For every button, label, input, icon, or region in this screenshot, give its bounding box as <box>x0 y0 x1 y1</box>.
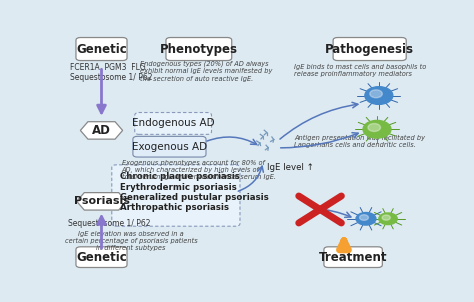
Text: IgE binds to mast cells and basophils to
release proinflammatory mediators: IgE binds to mast cells and basophils to… <box>294 64 427 77</box>
Text: Endogenous types (20%) of AD always
exhibit normal IgE levels manifested by
the : Endogenous types (20%) of AD always exhi… <box>140 61 273 82</box>
Circle shape <box>360 215 368 220</box>
FancyBboxPatch shape <box>324 247 383 268</box>
Circle shape <box>365 87 393 104</box>
Polygon shape <box>77 193 126 210</box>
FancyBboxPatch shape <box>135 113 211 134</box>
Circle shape <box>382 215 390 220</box>
Text: Psoriasis: Psoriasis <box>73 196 129 206</box>
Circle shape <box>356 213 376 225</box>
Text: Sequestosome 1/ P62: Sequestosome 1/ P62 <box>68 219 151 228</box>
Text: Chronic plaque psoriasis
Erythrodermic psoriasis
Generalized pustular psoriasis
: Chronic plaque psoriasis Erythrodermic p… <box>120 172 269 213</box>
Text: Endogenous AD: Endogenous AD <box>132 118 214 128</box>
Text: Treatment: Treatment <box>319 251 387 264</box>
Circle shape <box>379 213 397 225</box>
Text: IgE elevation was observed in a
certain percentage of psoriasis patients
in diff: IgE elevation was observed in a certain … <box>64 230 197 251</box>
Text: Exogenous AD: Exogenous AD <box>132 142 207 152</box>
FancyBboxPatch shape <box>76 247 127 268</box>
Circle shape <box>370 90 383 98</box>
Text: Phenotypes: Phenotypes <box>160 43 238 56</box>
FancyBboxPatch shape <box>133 136 206 157</box>
FancyBboxPatch shape <box>76 37 127 60</box>
Text: AD: AD <box>92 124 111 137</box>
Circle shape <box>368 124 381 131</box>
FancyBboxPatch shape <box>166 37 232 60</box>
Text: FCER1A  PGM3  FLG
Sequestosome 1/ P62: FCER1A PGM3 FLG Sequestosome 1/ P62 <box>70 63 153 82</box>
Polygon shape <box>81 122 123 139</box>
FancyBboxPatch shape <box>112 165 240 226</box>
Text: IgE level ↑: IgE level ↑ <box>267 163 314 172</box>
Text: Pathogenesis: Pathogenesis <box>325 43 414 56</box>
Text: Antigen presentation was facilitated by
Langerhans cells and dendritic cells.: Antigen presentation was facilitated by … <box>294 135 425 148</box>
FancyBboxPatch shape <box>333 37 406 60</box>
Text: Genetic: Genetic <box>76 251 127 264</box>
Text: Genetic: Genetic <box>76 43 127 56</box>
Circle shape <box>363 120 391 138</box>
Text: Exogenous phenotypes account for 80% of
AD, which characterized by high levels o: Exogenous phenotypes account for 80% of … <box>122 159 276 180</box>
